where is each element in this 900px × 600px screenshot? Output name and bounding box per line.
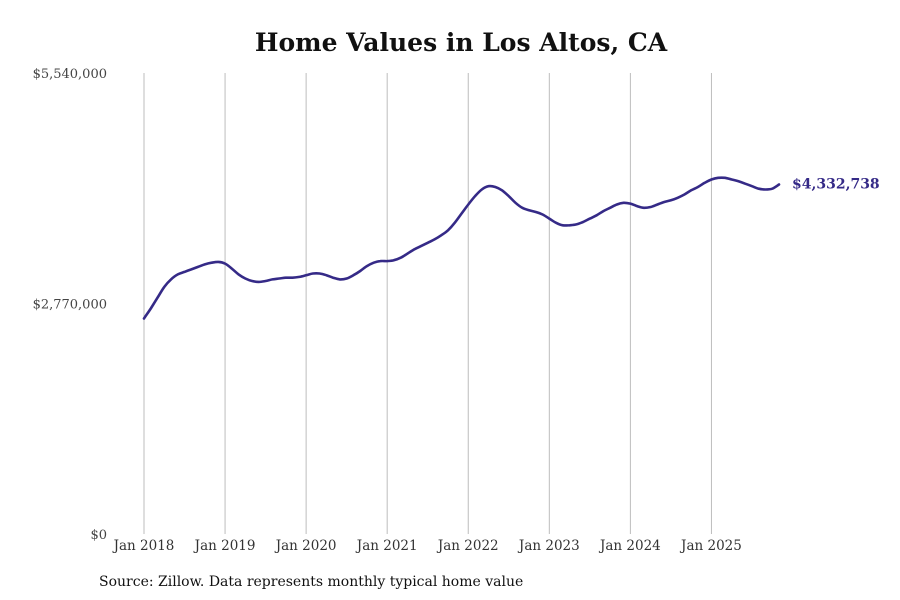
x-axis-ticks: Jan 2018 Jan 2019 Jan 2020 Jan 2021 Jan 2022… <box>112 538 742 554</box>
x-tick-label: Jan 2025 <box>679 538 742 554</box>
x-tick-label: Jan 2018 <box>112 538 175 554</box>
end-value-label: $4,332,738 <box>792 177 880 193</box>
series-group <box>142 176 781 320</box>
x-tick-label: Jan 2022 <box>436 538 499 554</box>
x-tick-label: Jan 2020 <box>274 538 337 554</box>
source-note: Source: Zillow. Data represents monthly … <box>99 574 524 590</box>
x-tick-label: Jan 2021 <box>355 538 418 554</box>
end-label-group: $4,332,738 <box>792 177 880 193</box>
gridlines <box>143 73 712 534</box>
x-tick-label: Jan 2024 <box>598 538 661 554</box>
chart-title: Home Values in Los Altos, CA <box>254 28 668 57</box>
y-tick-label: $2,770,000 <box>33 298 107 313</box>
y-axis-ticks: $0 $2,770,000 $5,540,000 <box>33 67 107 543</box>
x-tick-label: Jan 2023 <box>517 538 580 554</box>
x-tick-label: Jan 2019 <box>193 538 256 554</box>
y-tick-label: $5,540,000 <box>33 67 107 82</box>
y-tick-label: $0 <box>90 528 107 543</box>
series-line-0 <box>142 176 781 320</box>
